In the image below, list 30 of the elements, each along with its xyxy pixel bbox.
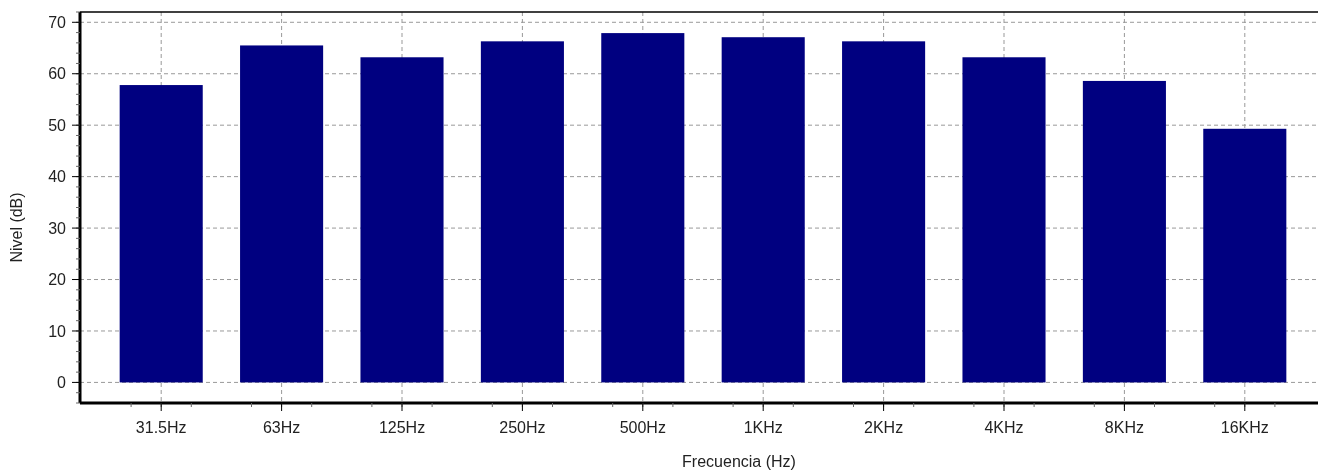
bar <box>1203 128 1287 383</box>
y-tick-label: 20 <box>48 271 67 289</box>
bar <box>721 37 805 383</box>
y-tick-label: 0 <box>57 374 67 392</box>
y-tick-label: 70 <box>48 13 67 31</box>
y-tick-label: 40 <box>48 168 67 186</box>
x-tick-label: 250Hz <box>499 419 546 436</box>
x-tick-label: 16KHz <box>1220 419 1269 436</box>
y-tick-label: 10 <box>48 322 67 340</box>
x-tick-label: 125Hz <box>378 419 426 436</box>
y-tick-label: 30 <box>48 219 67 237</box>
bar <box>601 33 685 383</box>
x-axis-title: Frecuencia (Hz) <box>682 453 796 470</box>
x-tick-label: 2KHz <box>864 419 904 436</box>
bar <box>962 57 1046 383</box>
x-tick-label: 1KHz <box>743 419 783 436</box>
x-tick-label: 31.5Hz <box>135 419 187 436</box>
bar <box>480 41 564 383</box>
y-tick-label: 60 <box>48 65 67 83</box>
bar <box>1082 80 1166 383</box>
bar <box>240 45 324 383</box>
y-tick-label: 50 <box>48 116 67 134</box>
bar <box>360 57 444 383</box>
x-tick-label: 500Hz <box>619 419 666 436</box>
bar <box>119 85 203 383</box>
bar <box>842 41 926 383</box>
x-tick-label: 8KHz <box>1104 419 1144 436</box>
y-axis-title: Nivel (dB) <box>8 192 25 263</box>
x-tick-label: 4KHz <box>984 419 1024 436</box>
x-tick-label: 63Hz <box>262 419 301 436</box>
